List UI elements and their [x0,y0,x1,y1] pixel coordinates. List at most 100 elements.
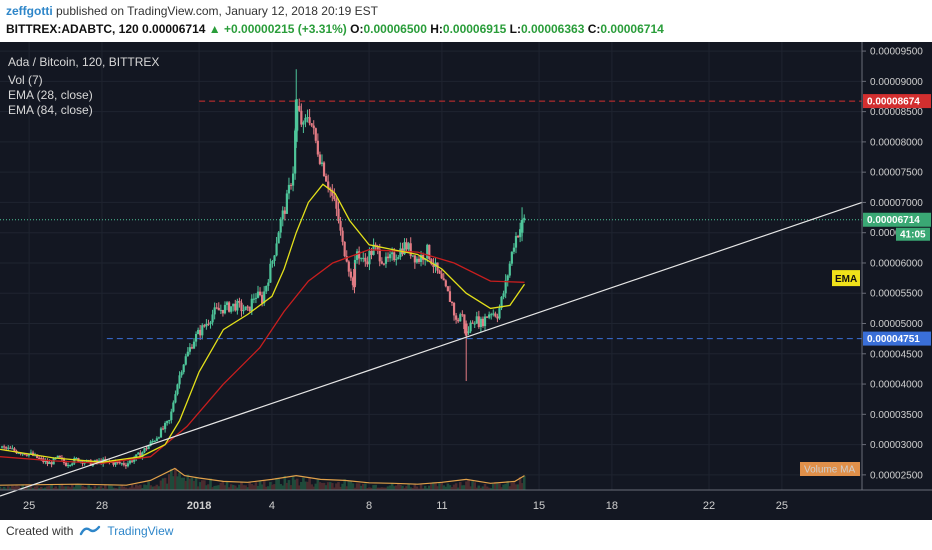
candle-body [500,296,503,309]
candle-body [217,307,220,311]
candle-body [461,314,464,316]
volume-bar [21,484,25,490]
volume-bar [132,487,136,490]
candle-body [510,251,513,264]
candle-body [442,278,445,281]
candle-body [337,208,340,222]
candle-body [44,460,47,463]
support-price-tag: 0.00004751 [867,334,920,345]
x-tick-label: 18 [606,500,618,512]
volume-bar [419,484,423,490]
candle-body [384,256,388,264]
volume-bar [207,484,210,490]
candle-body [3,446,6,448]
candle-body [479,318,482,328]
volume-bar [75,484,78,490]
candle-body [432,264,435,267]
candle-body [9,447,12,449]
y-tick-label: 0.00009500 [870,47,923,58]
volume-bar [316,479,320,490]
volume-bar [359,485,363,490]
candle-body [306,117,309,119]
legend-pair[interactable]: Ada / Bitcoin, 120, BITTREX [8,55,159,69]
candle-body [366,261,369,265]
price-chart[interactable]: 0.00002500 0.00003000 0.00003500 0.00004000… [0,42,932,520]
y-tick-label: 0.00008500 [870,107,923,118]
candle-body [256,291,260,298]
volume-bar [192,480,196,490]
volume-bar [421,488,425,490]
volume-bar [258,480,262,490]
volume-bar [487,487,491,490]
volume-bar [254,482,258,490]
volume-bar [52,487,55,490]
volume-bar [198,482,202,490]
candle-body [382,263,385,265]
volume-bar [397,483,400,490]
volume-bar [394,485,398,490]
ema-label-bg [832,270,860,287]
volume-bar [322,482,326,490]
candle-body [79,460,82,462]
candle-body [440,273,443,279]
volume-bar [83,486,86,490]
volume-bar [122,486,126,490]
volume-bar [328,482,332,490]
volume-bar [289,485,293,490]
volume-bar [423,485,427,490]
volume-bar [145,485,148,490]
volume-bar [128,487,132,490]
current-price-tag-bg [863,212,931,227]
y-tick-label: 0.00009000 [870,77,923,88]
volume-bar [141,487,144,490]
author-link[interactable]: zeffgotti [6,4,53,18]
volume-bar [97,486,101,490]
legend-vol[interactable]: Vol (7) [8,73,43,87]
candle-body [496,316,499,319]
candle-body [246,306,249,308]
chart-container[interactable]: 0.00002500 0.00003000 0.00003500 0.00004000… [0,42,932,520]
volume-bar [194,476,198,490]
candle-body [471,322,474,324]
volume-bar [434,482,437,490]
volume-bar [403,487,406,490]
volume-bar [485,486,489,490]
candle-body [211,314,214,323]
time-scale[interactable]: 25 28 2018 4 8 11 15 18 22 25 [23,500,788,512]
legend-ema84[interactable]: EMA (84, close) [8,103,93,117]
price-scale[interactable]: 0.00002500 0.00003000 0.00003500 0.00004000… [862,47,923,482]
volume-bar [174,467,177,490]
candle-body [289,184,293,186]
volume-bar [13,486,16,490]
volume-bar [106,488,109,490]
candle-body [285,193,288,214]
volume-bar [151,486,155,490]
candle-body [178,375,181,385]
volume-bar [341,483,344,490]
volume-bar [219,482,223,490]
candle-body [137,452,140,455]
candle-body [254,297,258,299]
grid-layer [0,42,862,490]
volume-bar [203,480,206,490]
candle-body [133,458,136,462]
y-tick-label: 0.00003500 [870,410,923,421]
volume-bar [345,486,349,490]
x-tick-label: 4 [269,500,275,512]
candle-body [166,420,169,424]
candle-body [223,304,227,314]
volume-bar [227,487,231,490]
volume-bar [233,485,237,490]
volume-bar [50,484,53,490]
volume-bar [248,481,252,490]
volume-bar [126,488,130,490]
tradingview-link[interactable]: TradingView [107,524,174,538]
candle-body [310,123,313,126]
candle-body [225,302,229,305]
candle-body [147,445,150,450]
candle-body [494,313,497,317]
legend-ema28[interactable]: EMA (28, close) [8,88,93,102]
volume-bar [502,484,505,490]
candle-body [360,258,363,260]
volume-bar [238,484,241,490]
